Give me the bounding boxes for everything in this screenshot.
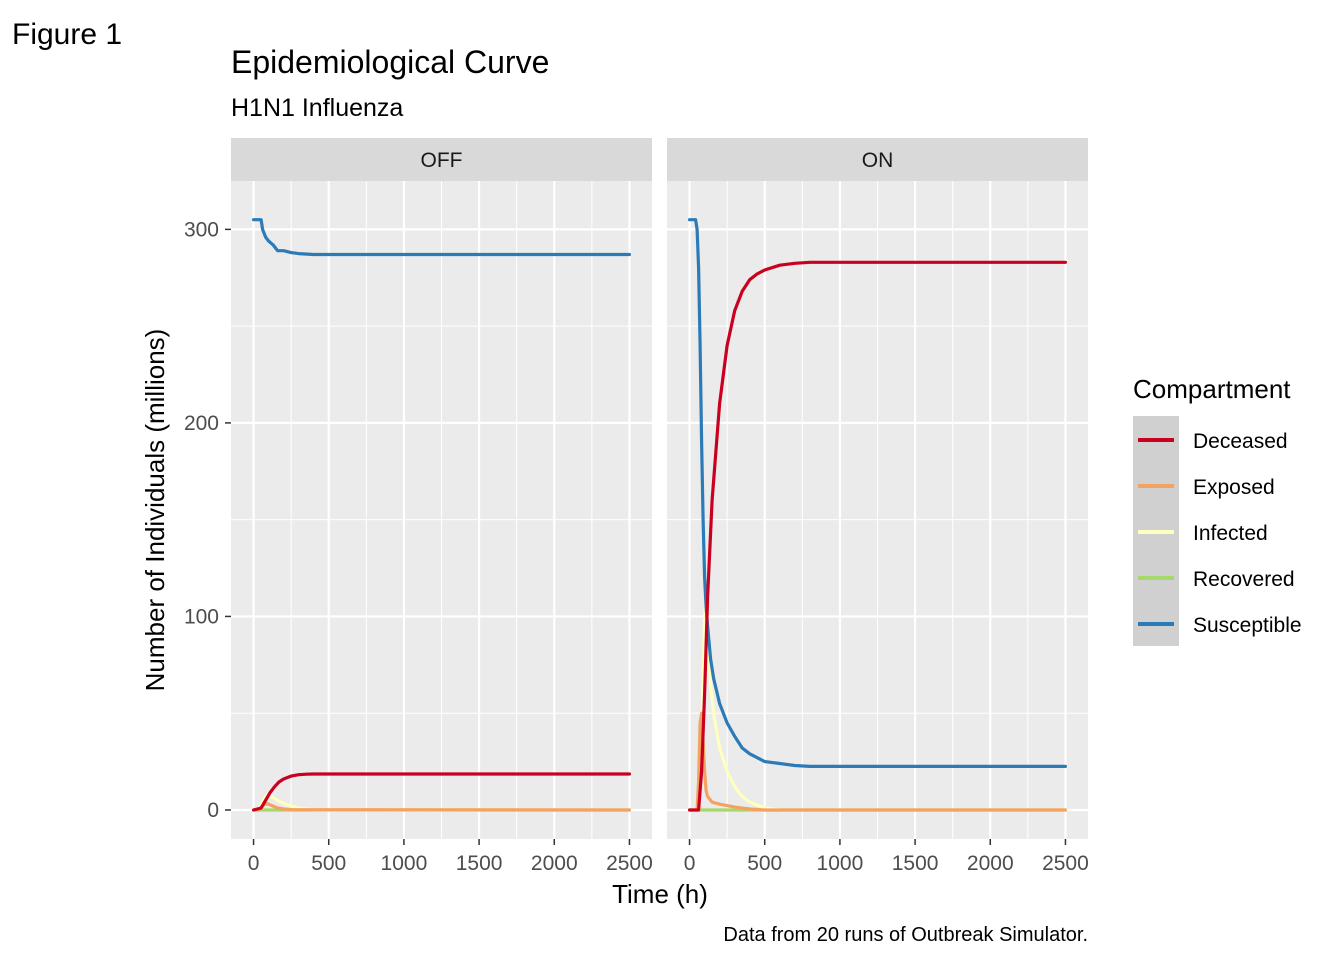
x-tick-label: 0 <box>684 852 696 875</box>
legend-label-recovered: Recovered <box>1193 568 1295 591</box>
x-tick-label: 1500 <box>456 852 503 875</box>
y-axis-label: Number of Individuals (millions) <box>140 329 170 692</box>
x-tick-label: 500 <box>747 852 782 875</box>
legend-label-susceptible: Susceptible <box>1193 614 1302 637</box>
y-axis: 0 100 200 300 <box>184 218 231 822</box>
x-tick-label: 500 <box>311 852 346 875</box>
x-tick-label: 1000 <box>817 852 864 875</box>
facet-strip <box>231 138 652 181</box>
x-tick-label: 0 <box>248 852 260 875</box>
series-line-susceptible <box>252 218 631 257</box>
panel-off: OFF 0 500 1000 1500 2000 2500 <box>231 138 653 875</box>
figure-label: Figure 1 <box>12 18 122 51</box>
legend-label-infected: Infected <box>1193 522 1268 545</box>
facet-strip <box>667 138 1088 181</box>
legend: Compartment Deceased Exposed Infected Recov… <box>1133 374 1302 646</box>
facet-strip-label: OFF <box>421 149 463 172</box>
facet-strip-label: ON <box>862 149 894 172</box>
x-tick-label: 1000 <box>381 852 428 875</box>
x-axis-label: Time (h) <box>612 879 708 909</box>
y-tick-label: 300 <box>184 218 219 241</box>
legend-title: Compartment <box>1133 374 1291 404</box>
y-tick-label: 100 <box>184 605 219 628</box>
series-line-deceased <box>252 772 631 812</box>
x-tick-label: 2000 <box>967 852 1014 875</box>
series-line-deceased <box>688 260 1067 812</box>
series-line-susceptible <box>688 218 1067 768</box>
y-tick-label: 0 <box>207 799 219 822</box>
chart-subtitle: H1N1 Influenza <box>231 94 403 122</box>
x-tick-label: 2500 <box>606 852 653 875</box>
chart-title: Epidemiological Curve <box>231 44 549 80</box>
legend-items: Deceased Exposed Infected Recovered Suscepti… <box>1138 430 1302 637</box>
y-tick-label: 200 <box>184 412 219 435</box>
x-tick-label: 2500 <box>1042 852 1089 875</box>
facet-panels: OFF 0 500 1000 1500 2000 2500 ON 0 500 1000 1500 200… <box>231 138 1089 875</box>
series-line-infected <box>688 595 1067 812</box>
chart-caption: Data from 20 runs of Outbreak Simulator. <box>723 924 1088 946</box>
legend-label-deceased: Deceased <box>1193 430 1288 453</box>
x-tick-label: 2000 <box>531 852 578 875</box>
series-line-exposed <box>688 711 1067 812</box>
legend-label-exposed: Exposed <box>1193 476 1275 499</box>
x-tick-label: 1500 <box>892 852 939 875</box>
panel-on: ON 0 500 1000 1500 2000 2500 <box>667 138 1089 875</box>
